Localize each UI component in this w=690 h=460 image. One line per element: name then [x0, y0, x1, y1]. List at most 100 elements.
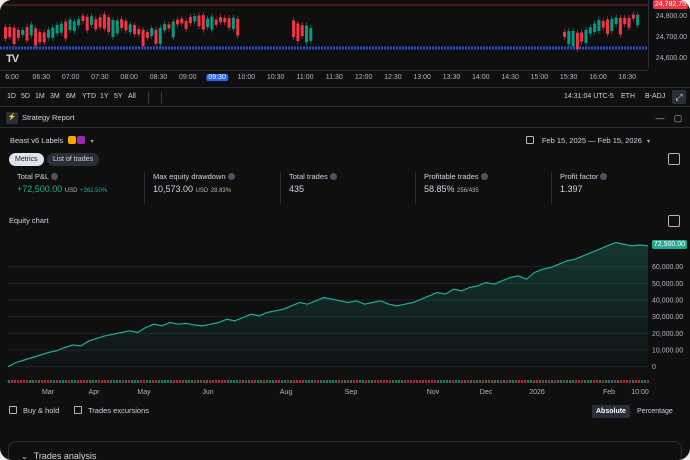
trade-marker: [590, 380, 592, 383]
equity-chart[interactable]: 60,000.00 50,000.00 40,000.00 30,000.00 20,0…: [0, 232, 690, 402]
metric-value: 435: [289, 184, 305, 194]
trade-marker: [119, 380, 121, 383]
auto-scale-icon[interactable]: ⤢: [672, 90, 686, 104]
price-chart[interactable]: 24,782.75 24,800.00 24,700.00 24,600.00 …: [0, 0, 690, 87]
candle: [206, 18, 210, 28]
candle: [305, 25, 308, 43]
maximize-icon[interactable]: ▢: [673, 113, 683, 123]
trade-marker: [374, 380, 376, 383]
candle: [593, 23, 597, 32]
range-button-1d[interactable]: 1D: [7, 93, 16, 100]
time-label: 13:30: [442, 74, 461, 81]
trade-marker: [137, 380, 139, 383]
range-bar: 14:31:04 UTC-5 ETH B-ADJ ⤢ 1D 5D 1M 3M 6M YTD…: [0, 87, 690, 107]
candle: [588, 27, 592, 34]
trade-marker: [413, 380, 415, 383]
trade-marker: [347, 380, 349, 383]
clock[interactable]: 14:31:04 UTC-5: [564, 93, 614, 100]
trades-excursions-checkbox[interactable]: Trades excursions: [74, 406, 149, 415]
trade-marker: [329, 380, 331, 383]
trade-marker: [272, 380, 274, 383]
candle: [64, 21, 68, 39]
month-label: 10:00: [631, 389, 649, 396]
minimize-icon[interactable]: —: [655, 113, 665, 123]
candle: [72, 21, 76, 32]
trade-marker: [56, 380, 58, 383]
trade-marker: [47, 380, 49, 383]
candle: [193, 16, 197, 22]
candle: [167, 24, 171, 29]
metric-max-drawdown: Max equity drawdown 10,573.00 USD 28.83%: [144, 172, 235, 204]
trade-marker: [548, 380, 550, 383]
candle: [133, 25, 136, 35]
trade-marker: [131, 380, 133, 383]
range-button-5y[interactable]: 5Y: [114, 93, 123, 100]
candle: [4, 26, 7, 39]
trade-marker: [515, 380, 517, 383]
tab-strategy-report[interactable]: ⚡ Strategy Report: [4, 110, 81, 126]
trade-marker: [557, 380, 559, 383]
trade-marker: [401, 380, 403, 383]
range-button-1m[interactable]: 1M: [35, 93, 45, 100]
date-range-picker[interactable]: Feb 15, 2025 — Feb 15, 2026 ▾: [525, 136, 650, 145]
month-label: Apr: [89, 389, 101, 396]
trade-marker: [185, 380, 187, 383]
range-button-ytd[interactable]: YTD: [82, 93, 96, 100]
info-icon[interactable]: [227, 173, 235, 180]
time-label: 08:00: [120, 74, 138, 81]
candle: [171, 21, 175, 38]
trade-marker: [446, 380, 448, 383]
axis-label: 60,000.00: [652, 264, 683, 271]
section-title: Trades analysis: [33, 451, 97, 460]
range-button-3m[interactable]: 3M: [50, 93, 60, 100]
info-icon[interactable]: [329, 173, 337, 180]
trade-marker: [68, 380, 70, 383]
candle: [219, 17, 222, 23]
trade-marker: [191, 380, 193, 383]
percentage-button[interactable]: Percentage: [637, 408, 673, 415]
session-button[interactable]: ETH: [621, 93, 635, 100]
trade-marker: [302, 380, 304, 383]
time-label: 12:30: [384, 74, 402, 81]
price-axis[interactable]: 24,782.75 24,800.00 24,700.00 24,600.00: [648, 0, 690, 68]
trade-marker: [578, 380, 580, 383]
tab-metrics[interactable]: Metrics: [9, 153, 44, 166]
axis-label: 50,000.00: [652, 281, 683, 288]
trades-analysis-section[interactable]: ⌄ Trades analysis: [8, 441, 682, 460]
trade-marker: [491, 380, 493, 383]
candle: [29, 24, 33, 36]
trade-marker: [563, 380, 565, 383]
candle: [158, 27, 162, 44]
range-button-5d[interactable]: 5D: [21, 93, 30, 100]
month-label: Nov: [427, 389, 440, 396]
trade-marker: [149, 380, 151, 383]
strategy-selector[interactable]: Beast v6 Labels ▾: [10, 136, 94, 145]
trade-marker: [614, 380, 616, 383]
range-button-6m[interactable]: 6M: [66, 93, 76, 100]
time-label: 09:30: [206, 74, 228, 81]
info-icon[interactable]: [480, 173, 488, 180]
range-button-all[interactable]: All: [128, 93, 136, 100]
info-icon[interactable]: [51, 173, 59, 180]
time-axis[interactable]: 6:00 06:30 07:00 07:30 08:00 08:30 09:00 09:30 1…: [0, 70, 648, 84]
range-button-1y[interactable]: 1Y: [100, 93, 109, 100]
trade-marker: [617, 380, 619, 383]
trade-marker: [506, 380, 508, 383]
tradingview-logo[interactable]: TV: [6, 53, 19, 65]
list-view-icon[interactable]: [668, 153, 680, 165]
trade-marker: [521, 380, 523, 383]
trade-marker: [230, 380, 232, 383]
candle: [68, 19, 72, 31]
info-icon[interactable]: [600, 173, 608, 180]
trade-marker: [182, 380, 184, 383]
absolute-button[interactable]: Absolute: [592, 405, 630, 418]
trade-marker: [104, 380, 106, 383]
adjust-button[interactable]: B-ADJ: [645, 93, 666, 100]
trade-marker: [266, 380, 268, 383]
buy-hold-checkbox[interactable]: Buy & hold: [9, 406, 59, 415]
candle: [584, 29, 588, 43]
expand-icon[interactable]: [668, 215, 680, 227]
strategy-name: Beast v6 Labels: [10, 136, 64, 145]
tab-list-of-trades[interactable]: List of trades: [47, 153, 100, 166]
candle: [223, 17, 227, 23]
